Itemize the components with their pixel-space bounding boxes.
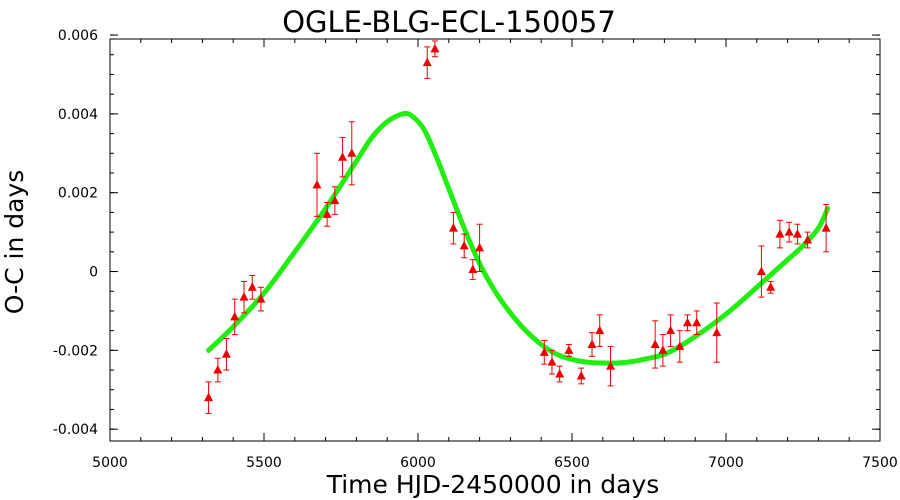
data-point-triangle (539, 347, 549, 356)
data-point-triangle (247, 282, 257, 291)
y-tick-label: -0.004 (53, 422, 98, 438)
data-point-triangle (792, 229, 802, 238)
data-point-triangle (448, 223, 458, 232)
x-tick-label: 6000 (400, 455, 436, 471)
data-points-layer (204, 40, 831, 414)
data-point-triangle (756, 266, 766, 276)
x-tick-label: 7000 (708, 455, 744, 471)
data-point-triangle (576, 370, 586, 380)
data-point-triangle (221, 349, 231, 358)
data-point-triangle (204, 392, 214, 402)
data-point-triangle (459, 240, 469, 250)
data-point-triangle (330, 195, 340, 205)
data-point-triangle (658, 345, 668, 354)
y-tick-label: 0 (89, 265, 98, 281)
x-tick-label: 5500 (246, 455, 282, 471)
data-point-triangle (775, 229, 785, 238)
data-point-triangle (468, 264, 478, 274)
data-point-triangle (347, 148, 357, 157)
data-point-triangle (230, 311, 240, 321)
data-point-triangle (606, 361, 615, 370)
x-axis-label: Time HJD-2450000 in days (326, 470, 660, 499)
data-point-triangle (564, 345, 574, 354)
x-tick-label: 6500 (554, 455, 590, 471)
fit-curve-layer (206, 110, 831, 366)
y-tick-label: 0.004 (58, 107, 98, 123)
data-point-triangle (547, 357, 557, 366)
minor-ticks (109, 34, 881, 441)
data-point-triangle (675, 341, 685, 350)
data-point-triangle (475, 242, 485, 252)
chart-title: OGLE-BLG-ECL-150057 (282, 5, 616, 39)
x-tick-label: 5000 (92, 455, 128, 471)
y-axis-label: O-C in days (0, 170, 29, 315)
x-tick-label: 7500 (862, 455, 898, 471)
data-point-triangle (766, 282, 776, 291)
fit-curve (206, 110, 831, 366)
data-point-triangle (666, 325, 676, 335)
data-point-triangle (692, 317, 702, 327)
data-point-triangle (650, 339, 660, 348)
data-point-triangle (322, 209, 332, 218)
data-point-triangle (555, 369, 565, 378)
x-axis-ticks: 5000 5500 6000 6500 7000 7500 (92, 39, 898, 471)
data-point-triangle (239, 292, 249, 301)
data-point-triangle (213, 365, 223, 374)
y-axis-ticks: -0.004 -0.002 0 0.002 0.004 0.006 (53, 28, 880, 438)
data-point-triangle (312, 179, 322, 189)
data-point-triangle (338, 152, 348, 161)
data-point-triangle (712, 327, 722, 337)
data-point-triangle (430, 43, 440, 53)
y-tick-label: 0.006 (58, 28, 98, 44)
y-tick-label: 0.002 (58, 186, 98, 202)
data-point-triangle (256, 294, 266, 303)
data-point-triangle (595, 325, 605, 335)
data-point-triangle (803, 235, 813, 244)
data-point-triangle (784, 227, 794, 236)
data-point-triangle (821, 223, 831, 232)
plot-frame (109, 38, 881, 442)
data-point-triangle (683, 317, 692, 327)
data-point-triangle (422, 57, 432, 67)
data-point-triangle (587, 339, 597, 348)
y-tick-label: -0.002 (53, 343, 98, 359)
